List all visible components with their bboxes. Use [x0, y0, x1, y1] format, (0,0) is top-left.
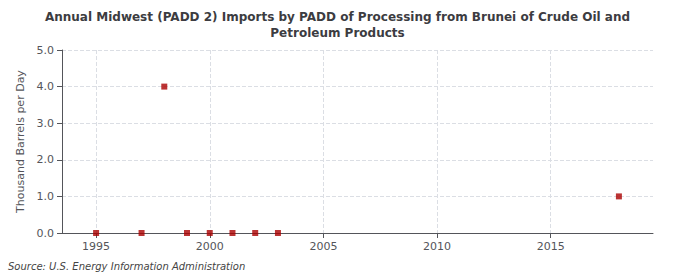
svg-text:Petroleum Products: Petroleum Products [270, 26, 404, 40]
svg-text:2015: 2015 [537, 240, 565, 253]
svg-text:Source: U.S. Energy Informatio: Source: U.S. Energy Information Administ… [8, 261, 245, 272]
svg-text:2010: 2010 [423, 240, 451, 253]
svg-text:1.0: 1.0 [37, 190, 55, 203]
svg-text:3.0: 3.0 [37, 117, 55, 130]
svg-text:5.0: 5.0 [37, 44, 55, 57]
svg-text:2005: 2005 [309, 240, 337, 253]
svg-text:2.0: 2.0 [37, 153, 55, 166]
svg-text:Thousand Barrels per Day: Thousand Barrels per Day [14, 70, 27, 214]
svg-text:1995: 1995 [82, 240, 110, 253]
svg-text:4.0: 4.0 [37, 80, 55, 93]
svg-text:2000: 2000 [196, 240, 224, 253]
svg-text:Annual Midwest (PADD 2) Import: Annual Midwest (PADD 2) Imports by PADD … [45, 10, 630, 24]
svg-text:0.0: 0.0 [37, 227, 55, 240]
